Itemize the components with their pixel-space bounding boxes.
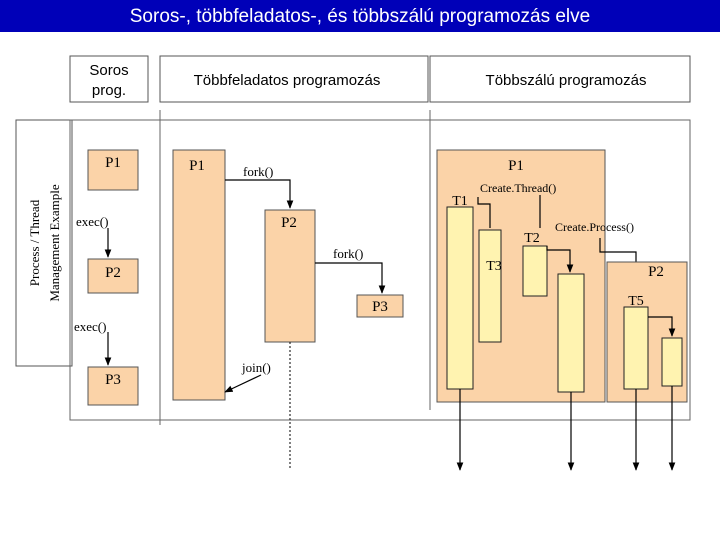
- multithread-t1-fork-line: [477, 197, 491, 228]
- multithread-create-process-line: [599, 238, 637, 264]
- multithread-t4-box: [557, 273, 585, 393]
- side-label-line1: Process / Thread: [27, 199, 42, 286]
- multitask-p3-label: P3: [372, 299, 388, 315]
- multithread-t3-label: T3: [486, 259, 502, 274]
- multithread-p2-label: P2: [648, 264, 664, 280]
- soros-p1-box: P1: [87, 149, 139, 191]
- multithread-create-thread-label: Create.Thread(): [480, 181, 556, 195]
- multithread-t2-box: [522, 245, 548, 297]
- diagram-frame: [69, 119, 691, 421]
- header-soros-line1: Soros: [89, 62, 128, 79]
- multithread-t2-label: T2: [524, 231, 540, 246]
- multithread-t3-column: [478, 229, 502, 343]
- multithread-t6-box: [661, 337, 683, 387]
- header-multitask-box: Többfeladatos programozás: [159, 55, 429, 103]
- multithread-t5-box: [623, 306, 649, 390]
- side-label-line2: Management Example: [47, 184, 62, 302]
- multithread-p1-label: P1: [508, 158, 524, 174]
- header-multithread-label: Többszálú programozás: [486, 72, 647, 89]
- soros-p2-box: P2: [87, 258, 139, 294]
- header-soros-line2: prog.: [92, 82, 126, 99]
- multithread-t4-fork-arrow: [546, 246, 574, 273]
- soros-p3-label: P3: [105, 372, 121, 388]
- multitask-join-label: join(): [241, 360, 271, 375]
- multithread-t1-box: [446, 206, 474, 390]
- multitask-fork2-label: fork(): [333, 246, 363, 261]
- header-multithread-box: Többszálú programozás: [429, 55, 691, 103]
- soros-exec2-label: exec(): [74, 319, 106, 334]
- multithread-create-process-label: Create.Process(): [555, 220, 634, 234]
- multithread-t6-fork-arrow: [648, 316, 676, 337]
- process-diagram: Soros prog. Többfeladatos programozás Tö…: [15, 55, 691, 471]
- multitask-p3-box: [356, 294, 404, 318]
- side-label: Process / Thread Management Example: [15, 119, 73, 367]
- multitask-fork1-arrow: [225, 179, 294, 209]
- soros-p1-label: P1: [105, 155, 121, 171]
- multitask-join-arrow: [224, 374, 262, 393]
- header-multitask-label: Többfeladatos programozás: [194, 72, 381, 89]
- header-soros-box: Soros prog.: [69, 55, 149, 103]
- multitask-fork2-arrow: [315, 262, 386, 294]
- multitask-p1-box: P1: [172, 149, 226, 401]
- multitask-p1-label: P1: [189, 158, 205, 174]
- multithread-t1-label: T1: [452, 194, 468, 209]
- multitask-p2-label: P2: [281, 215, 297, 231]
- multitask-fork1-label: fork(): [243, 164, 273, 179]
- soros-exec1-label: exec(): [76, 214, 108, 229]
- soros-p2-label: P2: [105, 265, 121, 281]
- soros-p3-box: P3: [87, 366, 139, 406]
- slide-title: Soros-, többfeladatos-, és többszálú pro…: [0, 0, 720, 32]
- multithread-t5-label: T5: [628, 294, 644, 309]
- multitask-p2-box: P2: [264, 209, 316, 343]
